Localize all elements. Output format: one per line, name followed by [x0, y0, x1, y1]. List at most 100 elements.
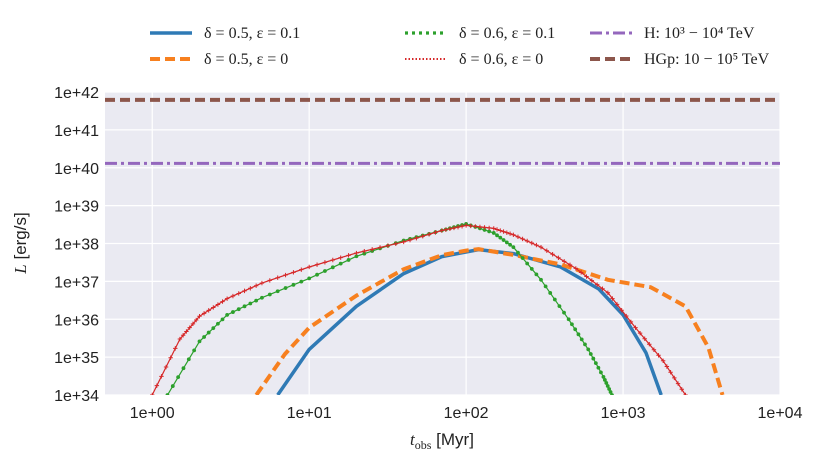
- series-point: [601, 375, 606, 379]
- series-point: [283, 286, 288, 290]
- series-point: [586, 347, 591, 352]
- series-point: [346, 258, 351, 262]
- series-point: [516, 250, 520, 255]
- series-point: [192, 348, 197, 353]
- series-point: [253, 283, 259, 288]
- series-point: [248, 286, 253, 291]
- series-point: [614, 302, 620, 307]
- series-point: [495, 233, 499, 238]
- series-point: [299, 267, 304, 272]
- y-tick-label: 1e+37: [54, 274, 99, 291]
- series-point: [177, 336, 183, 342]
- y-tick-label: 1e+41: [54, 123, 99, 140]
- legend-label: H: 10³ − 10⁴ TeV: [644, 25, 755, 42]
- series-point: [498, 235, 503, 240]
- series-point: [477, 224, 483, 230]
- series-point: [291, 270, 296, 275]
- series-point: [679, 387, 684, 392]
- series-point: [529, 240, 534, 246]
- series-point: [206, 308, 211, 313]
- series-point: [377, 245, 383, 250]
- series-point: [534, 272, 539, 277]
- series-point: [633, 325, 638, 330]
- series-point: [154, 383, 160, 388]
- series-point: [660, 358, 666, 363]
- grid: [105, 91, 781, 396]
- series-point: [594, 282, 600, 287]
- series-point: [242, 288, 247, 294]
- series-point: [515, 234, 521, 240]
- series-point: [187, 325, 192, 330]
- series-point: [201, 311, 207, 316]
- series-point: [211, 326, 216, 331]
- series-point: [236, 307, 241, 312]
- series-point: [637, 330, 643, 336]
- series-point: [362, 248, 367, 254]
- legend-label: δ = 0.6, ε = 0: [459, 51, 543, 68]
- series-point: [675, 381, 681, 386]
- series-point: [197, 314, 202, 319]
- series-point: [607, 387, 612, 391]
- series-point: [354, 254, 359, 259]
- series-point: [459, 224, 465, 229]
- series-point: [267, 292, 272, 297]
- series-point: [439, 228, 445, 233]
- y-tick-label: 1e+35: [54, 350, 99, 367]
- series-point: [491, 231, 496, 235]
- series-point: [291, 282, 296, 287]
- y-tick-label: 1e+34: [54, 388, 99, 405]
- series-point: [544, 248, 550, 253]
- series-point: [656, 353, 661, 358]
- series-point: [539, 277, 543, 282]
- series-point: [231, 310, 235, 314]
- series-point: [511, 232, 516, 237]
- series-point: [254, 298, 259, 303]
- series-point: [593, 361, 598, 366]
- series-point: [538, 244, 544, 250]
- series-point: [330, 257, 336, 263]
- y-tick-label: 1e+40: [54, 161, 99, 178]
- series-point: [184, 329, 189, 334]
- series-point: [220, 299, 225, 304]
- series-point: [584, 274, 589, 279]
- legend-label: δ = 0.6, ε = 0.1: [459, 25, 555, 42]
- series-point: [573, 327, 578, 332]
- series-point: [315, 272, 319, 277]
- series-point: [168, 355, 173, 360]
- series-point: [589, 278, 595, 283]
- series-point: [173, 346, 178, 351]
- series-point: [260, 295, 264, 300]
- series-point: [314, 262, 320, 267]
- series-point: [596, 365, 601, 370]
- tick-labels: 1e+00 1e+01 1e+02 1e+03 1e+04 1e+34 1e+35 1e+36…: [54, 85, 803, 422]
- series-point: [543, 284, 548, 289]
- legend-label: δ = 0.5, ε = 0.1: [204, 25, 300, 42]
- series-point: [557, 304, 562, 309]
- series-point: [451, 225, 457, 231]
- series-point: [407, 237, 413, 243]
- series-point: [362, 251, 367, 256]
- series-point: [211, 305, 216, 310]
- series-point: [556, 255, 561, 260]
- y-tick-label: 1e+38: [54, 237, 99, 254]
- series-point: [520, 256, 525, 260]
- series-point: [159, 374, 164, 379]
- series-point: [570, 322, 574, 327]
- legend: δ = 0.5, ε = 0.1 δ = 0.5, ε = 0 δ = 0.6, ε…: [150, 25, 770, 68]
- series-point: [433, 230, 438, 235]
- series-point: [548, 291, 553, 295]
- series-point: [562, 310, 566, 315]
- series-point: [385, 243, 391, 248]
- series-point: [529, 267, 534, 271]
- series-point: [566, 317, 571, 322]
- series-point: [468, 223, 473, 229]
- series-point: [401, 239, 406, 245]
- series-point: [600, 286, 605, 291]
- series-point: [463, 223, 469, 228]
- series-point: [605, 384, 610, 388]
- series-point: [562, 259, 567, 264]
- series-point: [683, 392, 688, 395]
- series-point: [275, 289, 280, 294]
- series-point: [306, 264, 312, 270]
